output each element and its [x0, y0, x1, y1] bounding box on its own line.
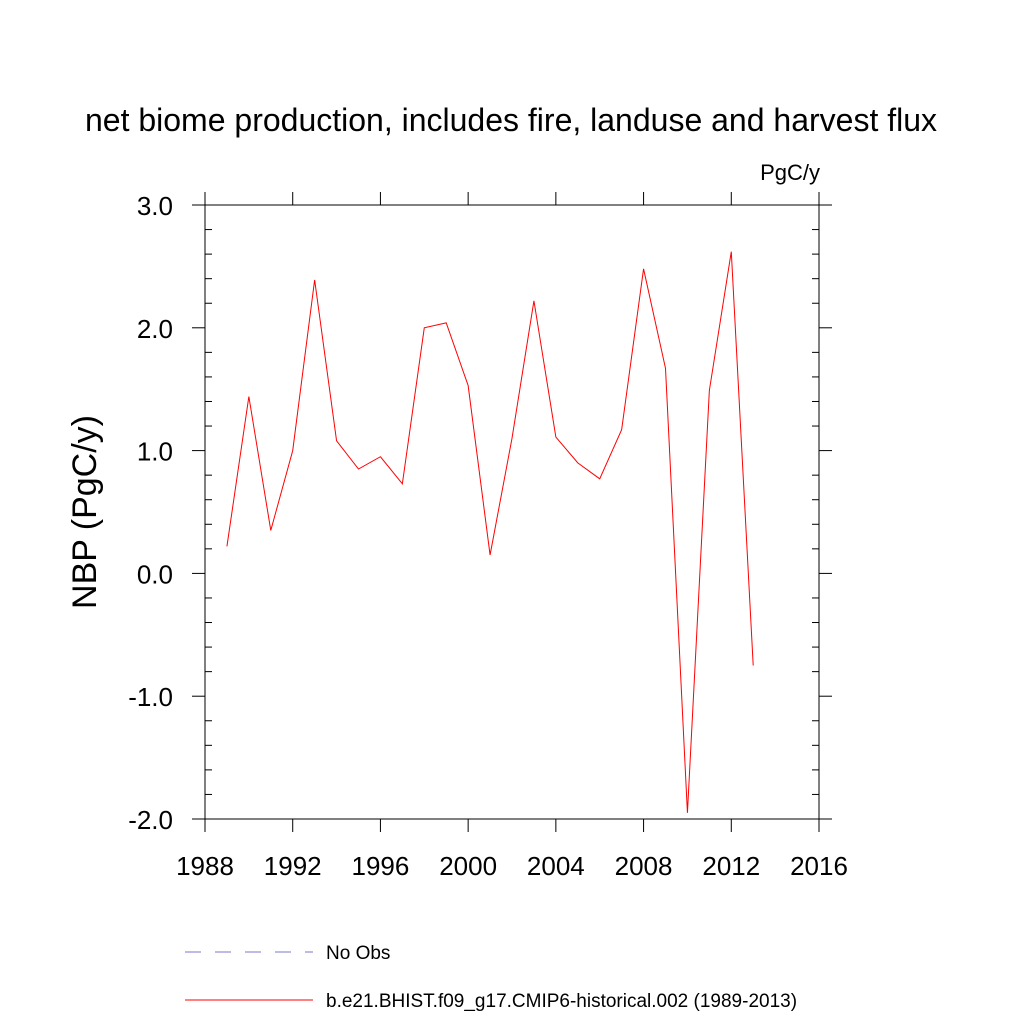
- y-tick-label: 2.0: [137, 314, 173, 344]
- x-tick-label: 2004: [527, 851, 585, 881]
- x-tick-labels: 1988 1992 1996 2000 2004 2008 2012 2016: [176, 851, 848, 881]
- y-axis-label: NBP (PgC/y): [66, 415, 104, 609]
- chart-title: net biome production, includes fire, lan…: [85, 102, 937, 138]
- x-tick-label: 1992: [264, 851, 322, 881]
- units-label: PgC/y: [760, 160, 820, 185]
- x-tick-label: 1996: [352, 851, 410, 881]
- x-tick-label: 1988: [176, 851, 234, 881]
- x-tick-label: 2016: [790, 851, 848, 881]
- y-tick-label: 0.0: [137, 559, 173, 589]
- series-line: [226, 251, 754, 813]
- legend-label-model: b.e21.BHIST.f09_g17.CMIP6-historical.002…: [326, 991, 797, 1012]
- axis-ticks: [192, 192, 832, 832]
- series-group: [226, 251, 754, 813]
- y-tick-labels: -2.0 -1.0 0.0 1.0 2.0 3.0: [128, 191, 173, 835]
- x-tick-label: 2008: [615, 851, 673, 881]
- y-tick-label: 1.0: [137, 437, 173, 467]
- y-tick-label: 3.0: [137, 191, 173, 221]
- x-tick-label: 2012: [702, 851, 760, 881]
- plot-frame: [204, 204, 820, 820]
- y-tick-label: -1.0: [128, 682, 173, 712]
- y-tick-label: -2.0: [128, 805, 173, 835]
- x-tick-label: 2000: [439, 851, 497, 881]
- legend: No Obs b.e21.BHIST.f09_g17.CMIP6-histori…: [185, 943, 797, 1012]
- legend-label-no-obs: No Obs: [326, 943, 390, 964]
